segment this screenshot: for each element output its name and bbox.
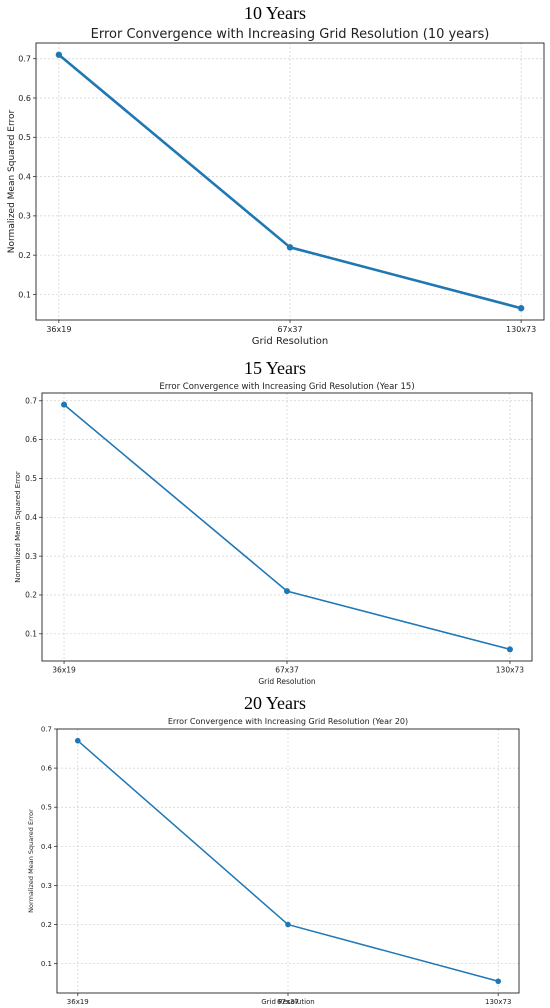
data-point [506,646,513,653]
line-chart-15-years: Error Convergence with Increasing Grid R… [14,382,533,686]
y-axis-label: Normalized Mean Squared Error [7,109,17,253]
plot-frame [56,728,520,994]
data-point [285,921,291,928]
x-axis-label: Grid Resolution [252,336,328,347]
y-tick-label: 0.4 [18,172,31,181]
chart-title: Error Convergence with Increasing Grid R… [159,382,414,392]
data-point [284,588,290,595]
data-point [74,737,81,744]
y-tick-label: 0.1 [41,960,52,968]
y-tick-label: 0.1 [25,629,37,638]
panel-heading: 15 Years [243,358,306,378]
plot-frame [35,42,545,321]
plot-frame [41,392,533,662]
x-tick-label: 67x37 [277,998,299,1006]
panel-heading: 20 Years [243,693,306,713]
y-tick-label: 0.5 [41,804,52,812]
panel-heading: 10 Years [243,3,306,23]
x-tick-label: 130x73 [506,325,536,334]
y-tick-label: 0.7 [18,55,31,64]
y-tick-label: 0.7 [25,396,37,405]
x-tick-label: 67x37 [277,325,302,334]
x-tick-label: 36x19 [67,998,89,1006]
x-axis-label: Grid Resolution [258,677,316,686]
x-axis-label: Grid Resolution [261,998,315,1006]
y-tick-label: 0.4 [41,843,53,851]
y-tick-label: 0.4 [25,513,37,522]
y-tick-label: 0.5 [25,474,37,483]
y-tick-label: 0.5 [18,133,31,142]
x-tick-label: 67x37 [275,666,299,675]
data-point [517,305,525,312]
x-tick-label: 130x73 [496,666,525,675]
y-axis-label: Normalized Mean Squared Error [27,809,35,913]
data-point [55,51,63,58]
y-tick-label: 0.3 [18,212,31,221]
y-tick-label: 0.1 [18,290,31,299]
y-tick-label: 0.7 [41,725,52,733]
x-tick-label: 36x19 [52,666,76,675]
data-point [286,244,294,251]
line-chart-10-years: Error Convergence with Increasing Grid R… [7,27,545,347]
y-tick-label: 0.6 [25,435,37,444]
chart-title: Error Convergence with Increasing Grid R… [91,27,490,42]
data-point [61,401,68,408]
data-point [495,978,502,985]
y-tick-label: 0.2 [25,591,37,600]
y-tick-label: 0.2 [18,251,31,260]
y-tick-label: 0.3 [25,552,37,561]
y-tick-label: 0.3 [41,882,52,890]
x-tick-label: 36x19 [46,325,71,334]
y-tick-label: 0.6 [18,94,31,103]
y-tick-label: 0.2 [41,921,52,929]
y-axis-label: Normalized Mean Squared Error [14,471,22,583]
chart-title: Error Convergence with Increasing Grid R… [168,717,408,726]
x-tick-label: 130x73 [485,998,511,1006]
y-tick-label: 0.6 [41,765,53,773]
